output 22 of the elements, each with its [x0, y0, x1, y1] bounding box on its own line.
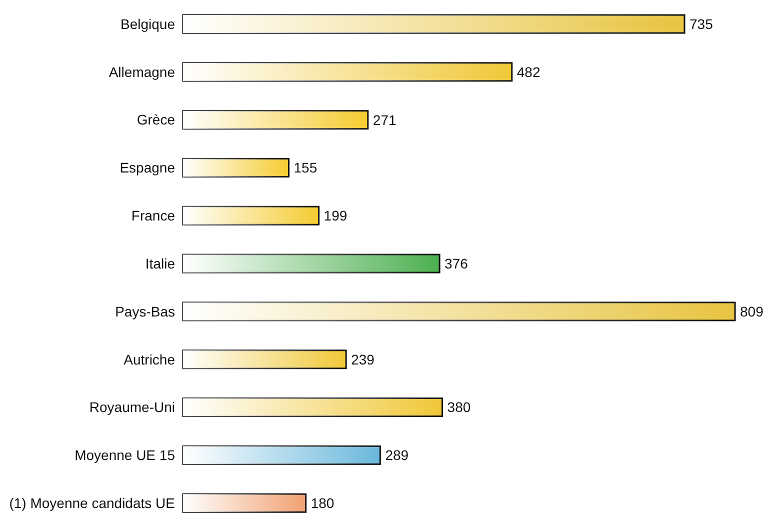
y-tick-label: Autriche — [124, 351, 176, 368]
data-label: 180 — [310, 495, 334, 512]
y-tick-label: Royaume-Uni — [89, 399, 175, 416]
y-tick-label: France — [131, 208, 176, 224]
y-tick-label: Belgique — [120, 16, 176, 32]
y-tick-label: Italie — [145, 255, 176, 272]
data-label: 809 — [740, 303, 764, 320]
data-label: 155 — [294, 160, 318, 176]
y-tick-label: Moyenne UE 15 — [74, 447, 176, 464]
data-label: 482 — [516, 64, 540, 80]
y-tick-label: Pays-Bas — [115, 303, 175, 320]
data-label: 199 — [324, 208, 348, 224]
data-label: 735 — [690, 16, 714, 32]
data-label: 289 — [385, 447, 409, 464]
y-tick-label: Grèce — [136, 112, 176, 128]
y-tick-label: Allemagne — [108, 64, 176, 80]
data-label: 380 — [447, 399, 471, 416]
data-label: 239 — [351, 351, 375, 368]
data-label: 271 — [372, 112, 396, 128]
y-tick-label: Espagne — [120, 160, 176, 176]
y-tick-label: (1) Moyenne candidats UE — [9, 495, 175, 512]
data-label: 376 — [444, 256, 468, 272]
